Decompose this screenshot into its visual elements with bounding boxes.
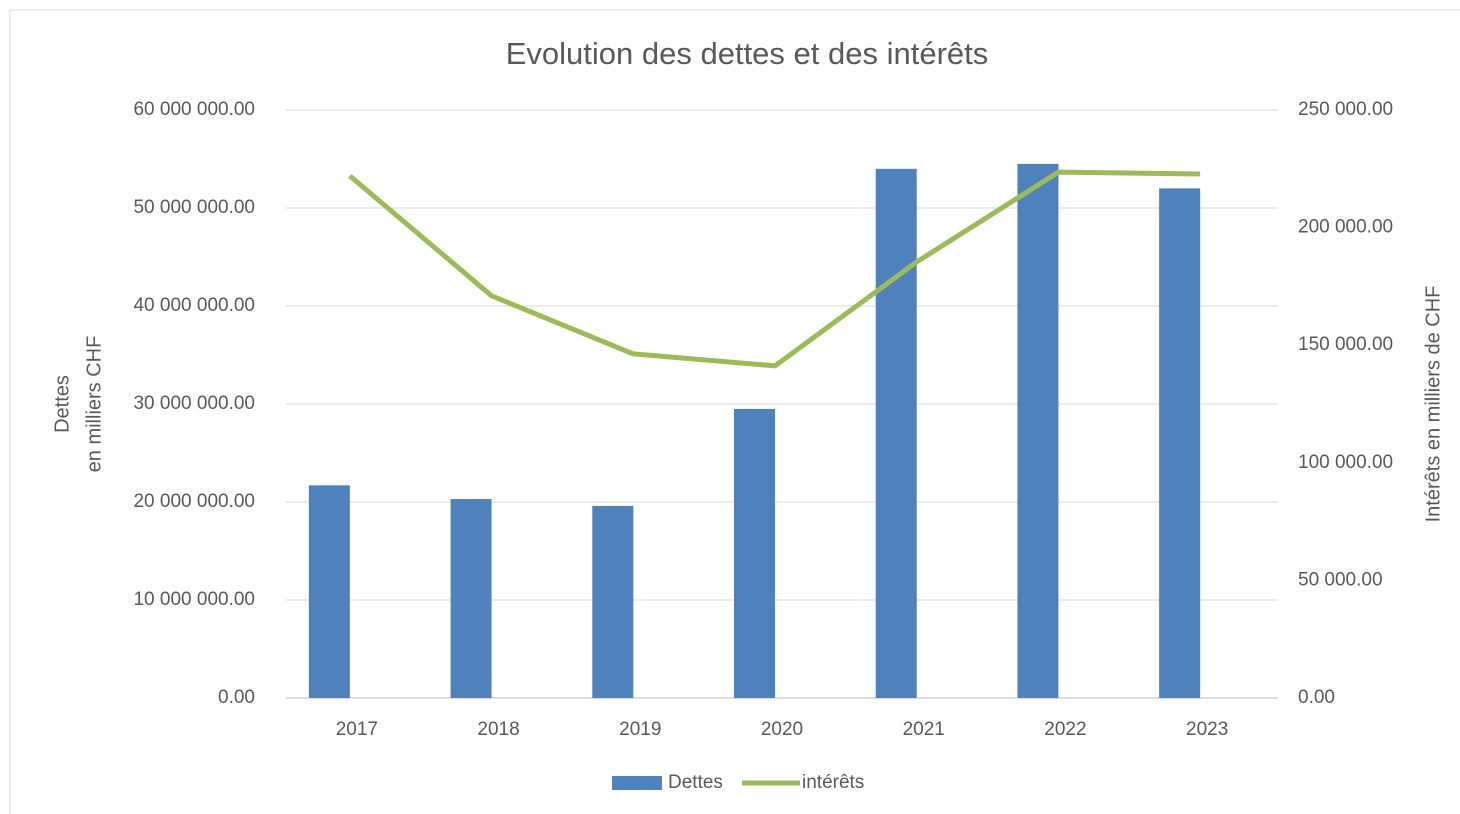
y-tick-label: 30 000 000.00 [133,393,255,414]
chart-title: Evolution des dettes et des intérêts [506,36,989,71]
x-tick-label: 2020 [761,719,803,740]
bar [734,408,775,698]
x-tick-label: 2021 [903,719,945,740]
legend-label: intérêts [802,772,864,793]
y-tick-label: 50 000 000.00 [133,197,255,218]
y2-axis-title: Intérêts en milliers de CHF [1422,286,1444,523]
bar [450,499,492,698]
bar [875,168,917,699]
y2-tick-label: 100 000.00 [1298,452,1393,473]
y-axis-title: en milliers CHF [83,336,105,473]
y2-tick-label: 200 000.00 [1298,217,1393,238]
y-tick-label: 0.00 [218,687,255,708]
y-tick-label: 20 000 000.00 [133,491,255,512]
y-axis-title: Dettes [51,375,73,433]
y2-tick-label: 0.00 [1298,687,1335,708]
legend-label: Dettes [668,772,723,793]
y-tick-label: 10 000 000.00 [133,589,255,610]
legend-swatch [612,776,662,790]
y2-tick-label: 50 000.00 [1298,569,1383,590]
y2-tick-label: 250 000.00 [1298,99,1393,120]
bar [592,505,634,698]
x-tick-label: 2022 [1044,719,1086,740]
bar [1159,188,1201,698]
y-tick-label: 40 000 000.00 [133,295,255,316]
bar [308,485,350,698]
x-tick-label: 2017 [336,719,378,740]
line [348,169,1201,369]
bar [1017,163,1059,698]
y2-tick-label: 150 000.00 [1298,334,1393,355]
x-tick-label: 2018 [477,719,519,740]
y-tick-label: 60 000 000.00 [133,99,255,120]
x-tick-label: 2023 [1186,719,1228,740]
x-tick-label: 2019 [619,719,661,740]
